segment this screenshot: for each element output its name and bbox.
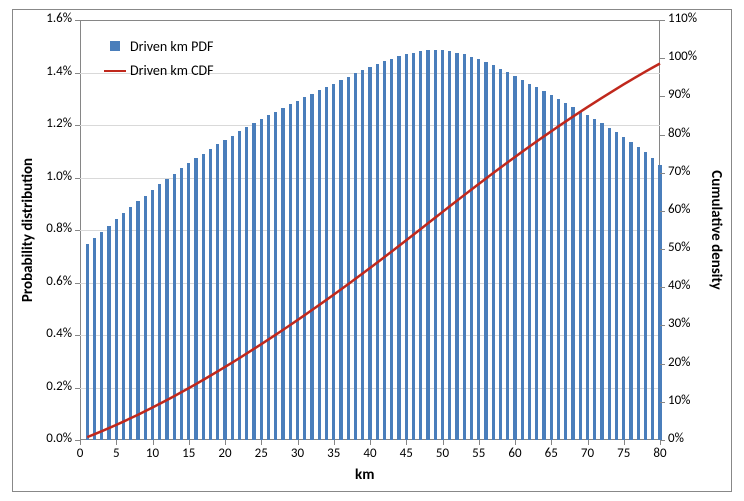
x-tick <box>479 440 480 445</box>
y-right-tick-label: 100% <box>668 49 697 64</box>
legend-item-label: Driven km CDF <box>130 62 214 79</box>
x-tick <box>370 440 371 445</box>
y-right-tick <box>660 249 665 250</box>
y-left-tick <box>75 388 80 389</box>
x-tick-label: 0 <box>68 446 92 461</box>
y-left-tick-label: 0.8% <box>46 221 72 236</box>
y-right-tick-label: 60% <box>668 202 690 217</box>
x-tick <box>515 440 516 445</box>
y-right-tick-label: 50% <box>668 240 690 255</box>
x-tick-label: 5 <box>104 446 128 461</box>
x-tick-label: 15 <box>177 446 201 461</box>
y-right-tick-label: 10% <box>668 393 690 408</box>
x-tick-label: 10 <box>141 446 165 461</box>
x-tick-label: 65 <box>539 446 563 461</box>
y-right-tick <box>660 20 665 21</box>
x-tick-label: 50 <box>431 446 455 461</box>
y-right-tick <box>660 58 665 59</box>
x-tick-label: 35 <box>322 446 346 461</box>
y-right-tick-label: 90% <box>668 87 690 102</box>
x-tick-label: 55 <box>467 446 491 461</box>
x-tick <box>624 440 625 445</box>
y-left-tick <box>75 20 80 21</box>
y-right-tick <box>660 96 665 97</box>
y-left-tick <box>75 230 80 231</box>
x-tick <box>660 440 661 445</box>
y-right-tick-label: 20% <box>668 355 690 370</box>
x-tick <box>298 440 299 445</box>
x-tick <box>153 440 154 445</box>
y-left-tick-label: 0.4% <box>46 326 72 341</box>
y-right-tick-label: 70% <box>668 164 690 179</box>
y-left-tick <box>75 335 80 336</box>
x-tick-label: 75 <box>612 446 636 461</box>
y-left-tick <box>75 283 80 284</box>
y-right-tick-label: 110% <box>668 11 697 26</box>
y-right-tick <box>660 211 665 212</box>
cdf-line <box>0 0 744 501</box>
y-left-axis-title: Probability distribution <box>19 158 37 302</box>
y-right-tick <box>660 402 665 403</box>
y-right-tick-label: 40% <box>668 278 690 293</box>
x-tick-label: 40 <box>358 446 382 461</box>
y-left-tick-label: 1.6% <box>46 11 72 26</box>
x-tick <box>80 440 81 445</box>
y-left-tick <box>75 178 80 179</box>
legend-item-label: Driven km PDF <box>130 38 213 55</box>
y-right-tick <box>660 135 665 136</box>
y-right-tick <box>660 325 665 326</box>
x-tick-label: 45 <box>394 446 418 461</box>
y-left-tick-label: 1.0% <box>46 169 72 184</box>
x-tick-label: 30 <box>286 446 310 461</box>
x-tick <box>116 440 117 445</box>
legend-swatch-line <box>104 70 126 72</box>
x-tick-label: 20 <box>213 446 237 461</box>
y-right-tick-label: 30% <box>668 316 690 331</box>
y-left-tick-label: 1.2% <box>46 116 72 131</box>
x-tick <box>588 440 589 445</box>
x-axis-title: km <box>355 466 374 484</box>
x-tick <box>406 440 407 445</box>
x-tick <box>443 440 444 445</box>
y-right-tick <box>660 173 665 174</box>
x-tick-label: 80 <box>648 446 672 461</box>
x-tick <box>189 440 190 445</box>
y-left-tick-label: 1.4% <box>46 64 72 79</box>
y-left-tick <box>75 73 80 74</box>
x-tick <box>334 440 335 445</box>
y-right-axis-title: Cumulative density <box>707 170 725 290</box>
x-tick-label: 25 <box>249 446 273 461</box>
y-right-tick-label: 0% <box>668 431 684 446</box>
x-tick <box>261 440 262 445</box>
y-left-tick-label: 0.6% <box>46 274 72 289</box>
y-left-tick-label: 0.2% <box>46 379 72 394</box>
x-tick <box>225 440 226 445</box>
y-right-tick <box>660 287 665 288</box>
x-tick <box>551 440 552 445</box>
y-right-tick <box>660 364 665 365</box>
y-left-tick <box>75 125 80 126</box>
legend-swatch-bar <box>110 41 120 51</box>
x-tick-label: 60 <box>503 446 527 461</box>
x-tick-label: 70 <box>576 446 600 461</box>
y-left-tick-label: 0.0% <box>46 431 72 446</box>
y-right-tick-label: 80% <box>668 126 690 141</box>
